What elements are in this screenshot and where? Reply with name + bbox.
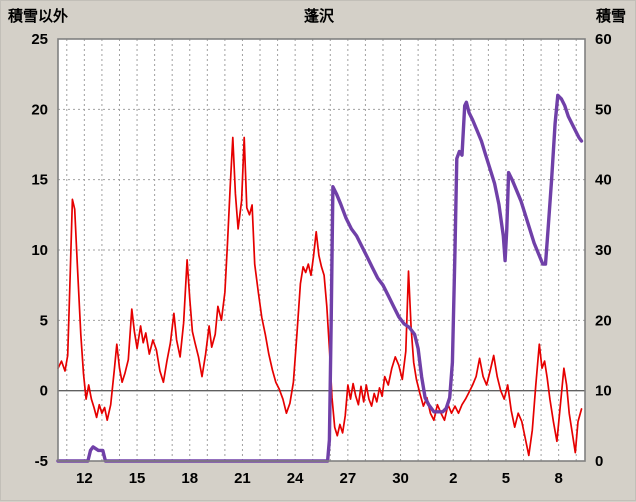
x-axis-tick-label: 18 <box>181 470 198 487</box>
left-axis-tick-label: 5 <box>40 312 48 329</box>
left-axis-tick-label: 15 <box>31 172 48 189</box>
plot-frame <box>57 38 586 462</box>
x-axis-tick-label: 8 <box>554 470 562 487</box>
left-axis-tick-label: 25 <box>31 31 48 48</box>
right-axis-tick-label: 0 <box>595 453 603 470</box>
left-axis-title: 積雪以外 <box>8 8 69 25</box>
left-axis-tick-label: -5 <box>35 453 48 470</box>
x-axis-tick-label: 2 <box>449 470 457 487</box>
x-axis-tick-label: 27 <box>340 470 357 487</box>
x-axis-tick-label: 15 <box>129 470 146 487</box>
chart-title: 蓬沢 <box>303 8 334 25</box>
right-axis-tick-label: 40 <box>595 172 612 189</box>
right-axis-tick-label: 60 <box>595 31 612 48</box>
right-axis-tick-label: 50 <box>595 101 612 118</box>
snow-depth-purple-line <box>56 93 584 463</box>
right-axis-title: 積雪 <box>595 8 626 25</box>
right-axis-tick-label: 10 <box>595 383 612 400</box>
x-axis-tick-label: 12 <box>76 470 93 487</box>
left-axis-tick-label: 10 <box>31 242 48 259</box>
non-snow-red-line <box>57 136 583 457</box>
left-axis-tick-label: 20 <box>31 101 48 118</box>
right-axis-tick-label: 30 <box>595 242 612 259</box>
x-axis-tick-label: 24 <box>287 470 304 487</box>
x-axis-tick-label: 5 <box>502 470 510 487</box>
x-axis-tick-label: 21 <box>234 470 251 487</box>
x-axis-tick-label: 30 <box>392 470 409 487</box>
left-axis-tick-label: 0 <box>40 383 48 400</box>
right-axis-tick-label: 20 <box>595 312 612 329</box>
